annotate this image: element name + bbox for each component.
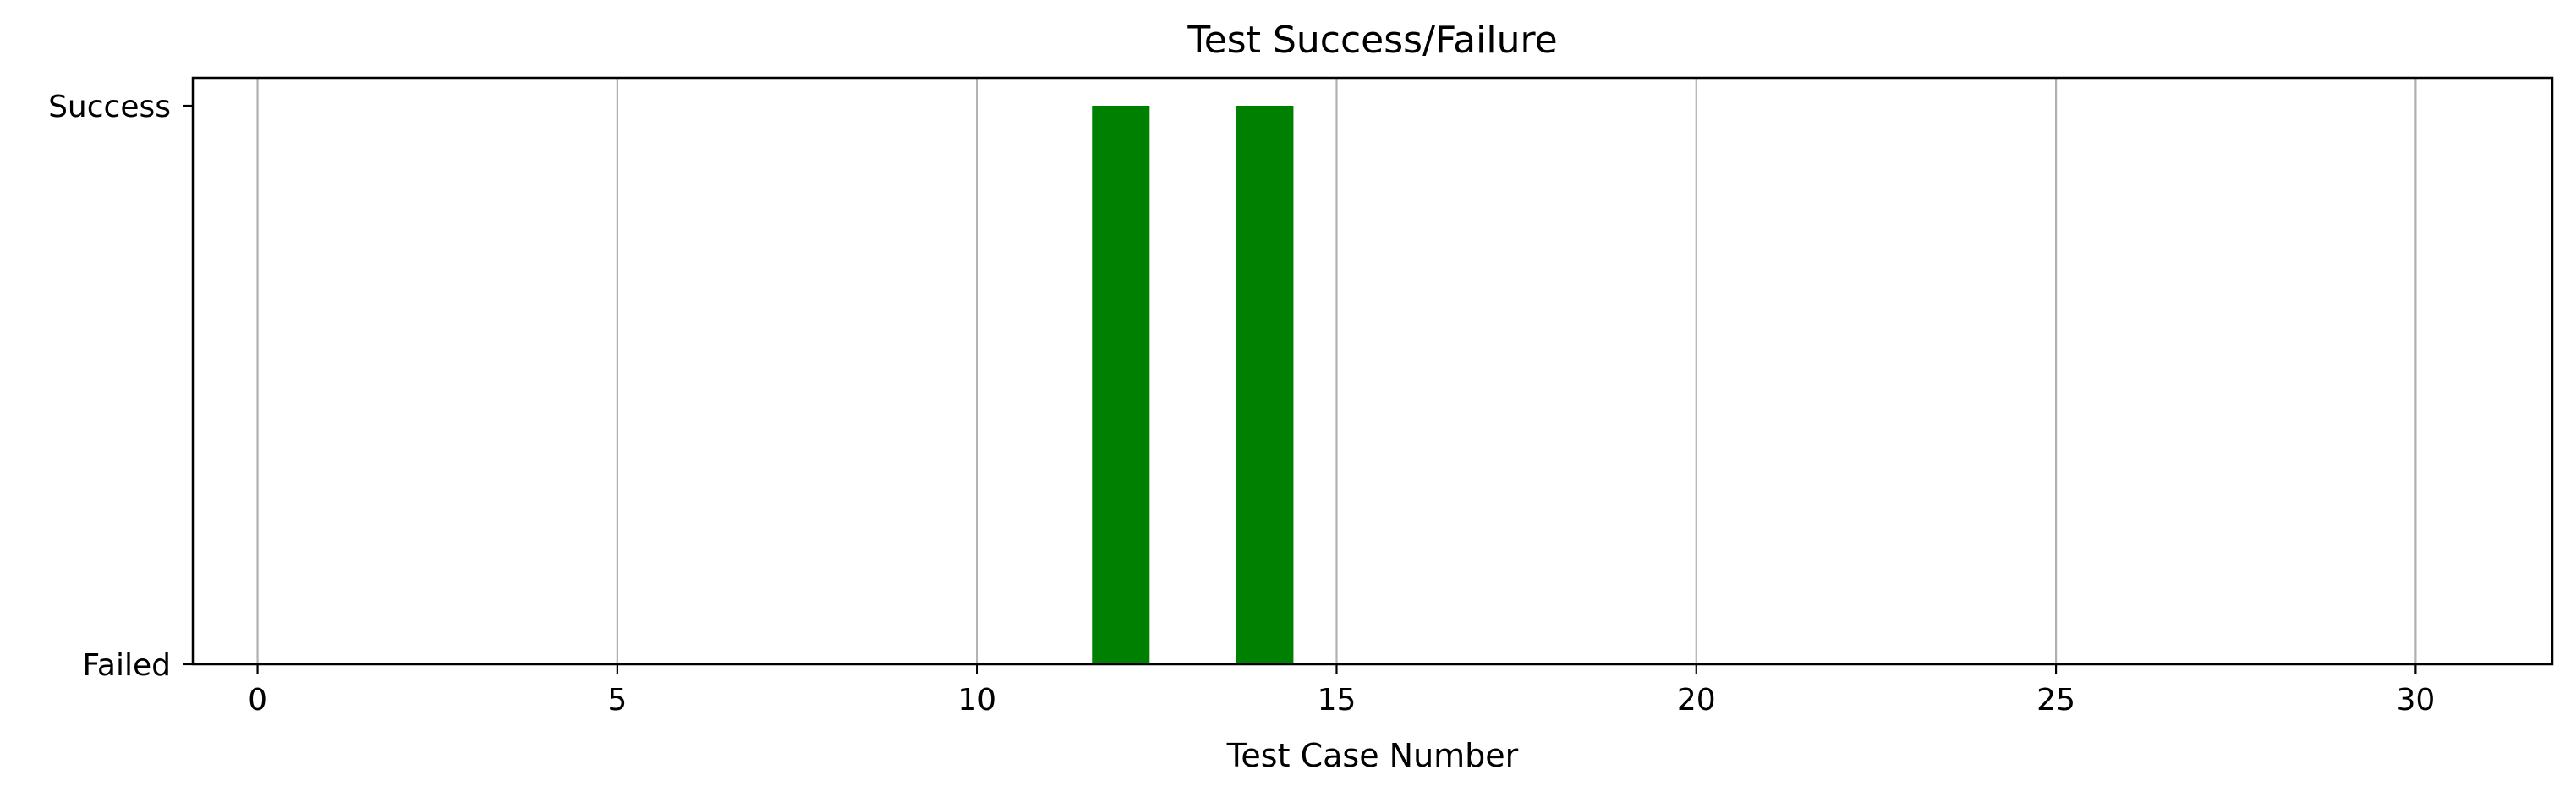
x-tick-label: 0	[248, 683, 267, 718]
bar	[1236, 106, 1293, 664]
y-tick-label: Success	[48, 90, 171, 124]
y-axis-ticks: Failed Success	[48, 90, 193, 683]
x-tick-label: 10	[957, 683, 996, 718]
chart-title: Test Success/Failure	[1187, 19, 1557, 62]
y-tick-label: Failed	[83, 648, 171, 683]
x-tick-label: 20	[1677, 683, 1716, 718]
x-tick-label: 25	[2036, 683, 2075, 718]
x-tick-label: 5	[607, 683, 627, 718]
x-tick-label: 15	[1318, 683, 1357, 718]
x-axis-ticks: 0 5 10 15 20 25 30	[248, 664, 2435, 718]
x-tick-label: 30	[2396, 683, 2435, 718]
bars	[1092, 106, 1293, 664]
x-axis-label: Test Case Number	[1226, 737, 1519, 774]
grid-lines	[258, 78, 2416, 664]
plot-frame	[193, 78, 2552, 664]
bar	[1092, 106, 1149, 664]
